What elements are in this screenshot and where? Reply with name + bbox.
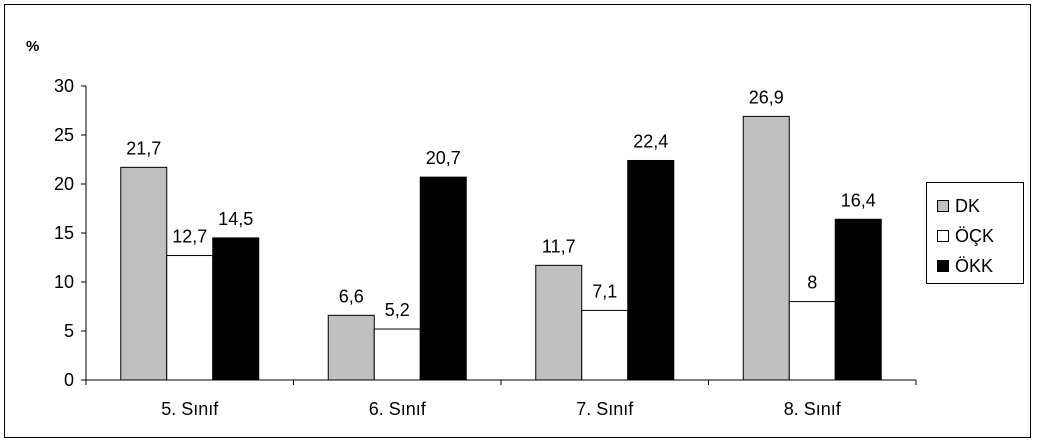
chart-legend: DK ÖÇK ÖKK <box>926 182 1024 284</box>
data-label: 21,7 <box>126 138 161 158</box>
legend-label-dk: DK <box>955 195 981 216</box>
bar-ökk <box>419 176 467 381</box>
data-label: 8 <box>807 273 817 293</box>
y-tick-label: 15 <box>54 223 74 243</box>
legend-item-dk: DK <box>937 191 1023 221</box>
legend-swatch-ock <box>937 230 949 242</box>
data-label: 14,5 <box>218 209 253 229</box>
legend-swatch-dk <box>937 200 949 212</box>
bar-dk <box>327 314 375 381</box>
x-category-label: 5. Sınıf <box>161 399 219 419</box>
y-axis-label: % <box>26 38 39 55</box>
y-tick-label: 30 <box>54 76 74 96</box>
data-label: 16,4 <box>841 190 876 210</box>
legend-swatch-okk <box>937 260 949 272</box>
data-label: 26,9 <box>749 87 784 107</box>
data-label: 6,6 <box>339 286 364 306</box>
data-label: 12,7 <box>172 227 207 247</box>
bar-öçk <box>581 309 629 381</box>
bar-öçk <box>788 301 836 381</box>
y-tick-label: 0 <box>64 370 74 390</box>
bar-ökk <box>627 159 675 381</box>
data-label: 20,7 <box>426 148 461 168</box>
bar-öçk <box>166 255 214 381</box>
x-category-label: 8. Sınıf <box>784 399 842 419</box>
bar-ökk <box>212 237 260 381</box>
y-tick-label: 10 <box>54 272 74 292</box>
data-label: 22,4 <box>633 131 668 151</box>
legend-label-ock: ÖÇK <box>955 225 995 246</box>
legend-item-ock: ÖÇK <box>937 221 1023 251</box>
bar-dk <box>535 264 583 381</box>
y-tick-label: 25 <box>54 125 74 145</box>
y-tick-label: 20 <box>54 174 74 194</box>
bar-ökk <box>834 218 882 381</box>
data-label: 5,2 <box>385 300 410 320</box>
x-category-label: 7. Sınıf <box>576 399 634 419</box>
data-label: 11,7 <box>542 236 576 256</box>
bar-öçk <box>373 328 421 381</box>
data-label: 7,1 <box>592 281 617 301</box>
legend-item-okk: ÖKK <box>937 251 1023 281</box>
x-category-label: 6. Sınıf <box>369 399 427 419</box>
bar-dk <box>742 115 790 381</box>
bar-dk <box>120 166 168 381</box>
y-tick-label: 5 <box>64 321 74 341</box>
legend-label-okk: ÖKK <box>955 255 994 276</box>
